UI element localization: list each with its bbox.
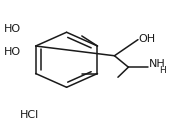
Text: HCl: HCl [20, 110, 39, 120]
Text: NH: NH [149, 59, 166, 69]
Text: OH: OH [139, 34, 156, 44]
Text: H: H [159, 66, 166, 75]
Text: HO: HO [4, 24, 21, 34]
Text: HO: HO [4, 47, 21, 57]
